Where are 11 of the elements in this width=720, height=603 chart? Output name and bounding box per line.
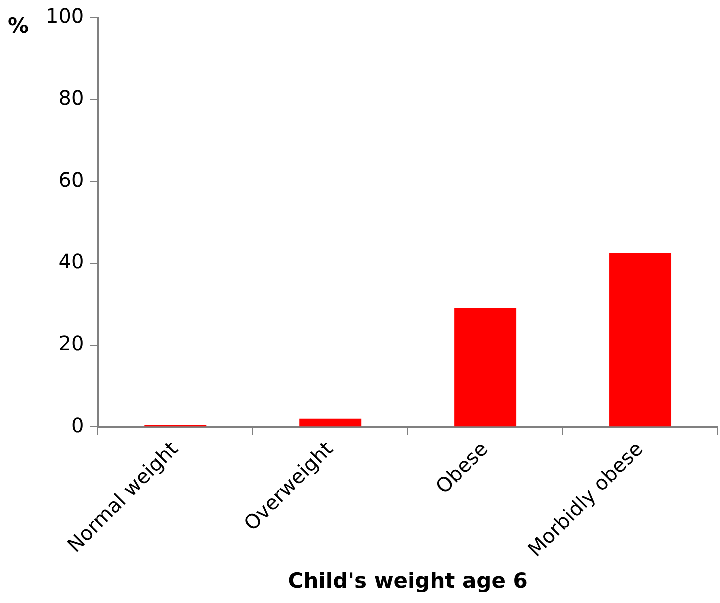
y-tick-label: 80 (58, 86, 84, 110)
y-tick-label: 100 (46, 4, 84, 28)
y-tick-label: 0 (71, 413, 84, 438)
y-tick-label: 20 (58, 331, 84, 356)
y-tick-label: 60 (58, 168, 84, 192)
bar (454, 308, 517, 427)
y-axis-title: % (8, 14, 30, 38)
x-axis-title: Child's weight age 6 (288, 568, 528, 593)
y-tick-label: 40 (58, 250, 84, 274)
bar (610, 253, 672, 427)
bar (300, 418, 362, 427)
